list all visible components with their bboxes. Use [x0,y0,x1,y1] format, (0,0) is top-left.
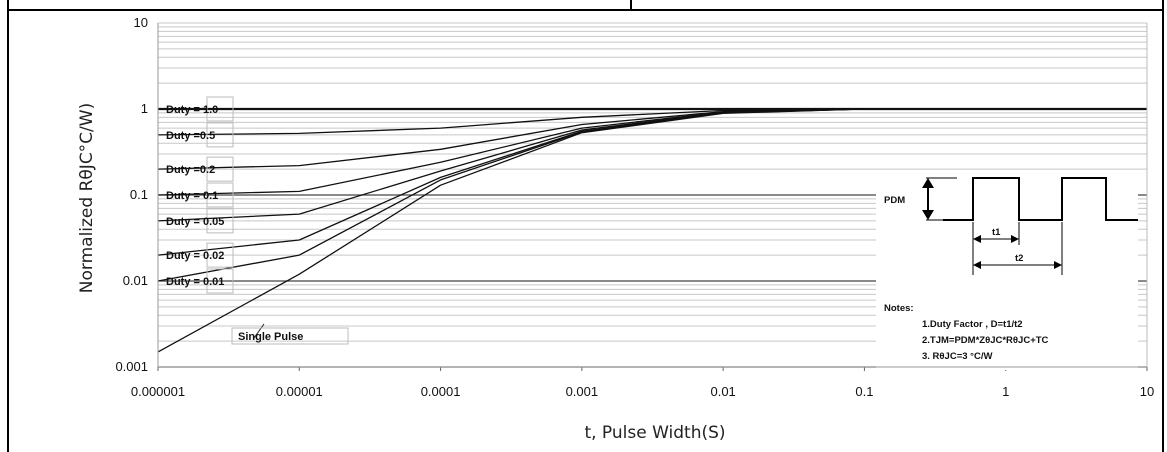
duty-label-box [206,242,234,268]
single-pulse-callout: Single Pulse [231,323,349,345]
x-tick-label: 0.0001 [421,384,461,399]
x-tick-label: 0.000001 [131,384,185,399]
series-line [157,108,1147,353]
y-tick-label: 10 [134,15,148,30]
x-tick-label: 0.001 [566,384,599,399]
duty-label-box [206,208,234,234]
y-tick-label: 0.1 [130,187,148,202]
duty-label: Duty = 0.1 [166,190,218,202]
t2-label: t2 [1015,253,1023,264]
y-tick-label: 1 [141,101,148,116]
x-tick-label: 10 [1140,384,1154,399]
x-tick-label: 0.00001 [276,384,323,399]
x-tick-label: 0.1 [855,384,873,399]
note-line-2: 2.TJM=PDM*ZθJC*RθJC+TC [922,335,1049,346]
duty-label: Duty = 0.05 [166,216,224,228]
tick-labels: 0.000001 0.00001 0.0001 0.001 0.01 0.1 1 10 0.00… [115,15,1154,399]
duty-label-box [206,122,234,148]
duty-label-box [206,182,234,208]
duty-label-box [206,96,234,122]
duty-label: Duty = 0.02 [166,250,224,262]
x-tick-label: 0.01 [710,384,735,399]
note-line-1: 1.Duty Factor , D=t1/t2 [922,319,1023,330]
y-tick-label: 0.001 [115,359,148,374]
duty-label: Duty =0.5 [166,130,215,142]
inset-background [876,170,1138,370]
pulse-train-diagram: PDM t1 t2 [884,177,1138,275]
t1-label: t1 [992,227,1001,238]
duty-label: Duty = 0.01 [166,276,224,288]
x-axis-label: t, Pulse Width(S) [584,423,725,443]
y-tick-label: 0.01 [123,273,148,288]
duty-label-box [206,268,234,294]
notes-title: Notes: [884,303,914,314]
series-curves [157,107,1147,353]
duty-label-box [206,156,234,182]
duty-label: Duty =0.2 [166,164,215,176]
duty-labels: Duty = 1.0 Duty =0.5 Duty =0.2 Duty = 0.1 Du… [166,96,234,294]
series-line [157,108,1147,170]
note-line-3: 3. RθJC=3 °C/W [922,351,992,362]
duty-label: Duty = 1.0 [166,104,218,116]
y-axis-label: Normalized RθJC°C/W) [77,103,97,293]
notes-block: Notes: 1.Duty Factor , D=t1/t2 2.TJM=PDM… [884,303,1049,362]
x-tick-label: 1 [1002,384,1009,399]
single-pulse-label: Single Pulse [238,331,303,343]
pdm-label: PDM [884,195,905,206]
